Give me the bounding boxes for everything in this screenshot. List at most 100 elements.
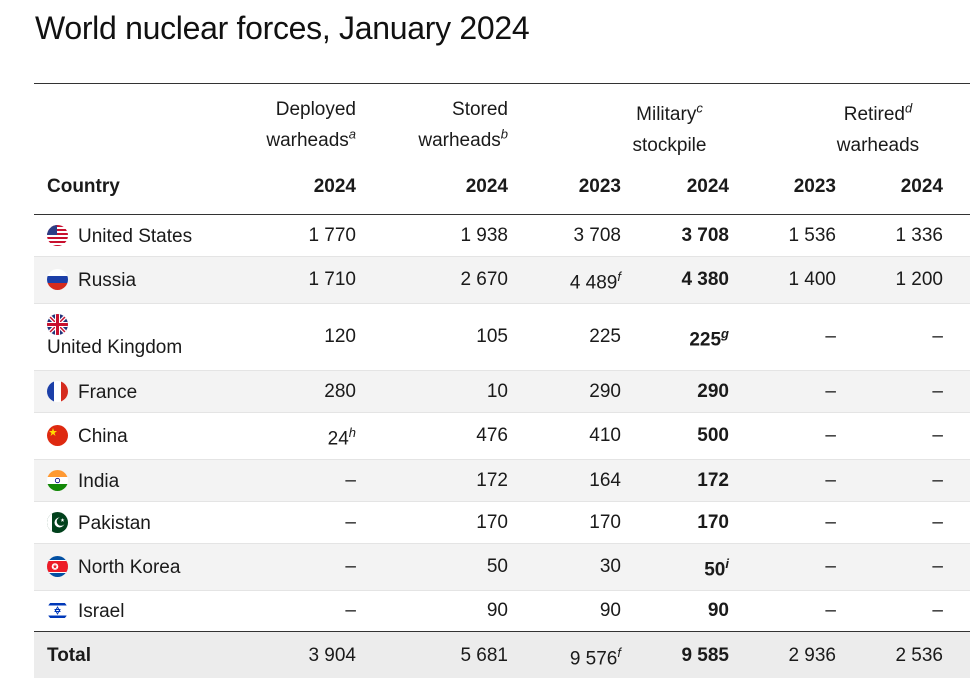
country-name: France xyxy=(78,382,138,403)
military-2023-cell: 3 708 xyxy=(573,225,621,246)
retired-header: Retiredd warheads xyxy=(818,99,938,161)
total-military-2023-value: 9 576 xyxy=(569,648,618,670)
year-military-2023: 2023 xyxy=(578,176,621,197)
military-2024-value: 50 xyxy=(704,559,726,581)
country-name: United Kingdom xyxy=(47,337,183,358)
year-retired-2024: 2024 xyxy=(900,176,943,197)
table-row: Israel – 90 90 90 – – xyxy=(34,591,970,631)
table-row: Pakistan – 170 170 170 – – xyxy=(34,502,970,544)
note-g: g xyxy=(721,326,729,341)
retired-2024-cell: – xyxy=(932,512,943,533)
retired-2023-cell: – xyxy=(825,326,836,347)
deployed-cell: – xyxy=(345,512,356,533)
military-2024-cell: 500 xyxy=(697,425,729,446)
total-military-2023-cell: 9 576f xyxy=(570,645,621,670)
deployed-cell: 24h xyxy=(328,425,356,450)
military-2023-cell: 170 xyxy=(589,512,621,533)
country-name: Israel xyxy=(78,601,125,622)
stored-cell: 90 xyxy=(486,600,508,621)
military-2023-cell: 225 xyxy=(589,326,621,347)
retired-2023-cell: 1 400 xyxy=(788,269,836,290)
retired-2023-cell: 1 536 xyxy=(788,225,836,246)
total-deployed-cell: 3 904 xyxy=(308,645,356,666)
military-2024-cell: 50i xyxy=(704,556,729,581)
deployed-note-a: a xyxy=(348,126,356,142)
total-retired-2023-cell: 2 936 xyxy=(788,645,836,666)
table-row: France 280 10 290 290 – – xyxy=(34,371,970,413)
military-2024-cell: 3 708 xyxy=(681,225,729,246)
total-stored-cell: 5 681 xyxy=(460,645,508,666)
military-2023-cell: 90 xyxy=(599,600,621,621)
retired-2023-cell: – xyxy=(825,381,836,402)
military-note-c: c xyxy=(696,100,703,116)
russia-flag-icon xyxy=(47,269,68,290)
military-header: Militaryc stockpile xyxy=(612,99,727,161)
retired-2024-cell: – xyxy=(932,326,943,347)
military-2023-cell: 410 xyxy=(589,425,621,446)
note-f: f xyxy=(617,269,621,284)
deployed-value: 24 xyxy=(327,428,349,450)
retired-header-line1-wrap: Retiredd xyxy=(818,99,938,130)
country-name: Russia xyxy=(78,270,137,291)
military-2024-cell: 172 xyxy=(697,470,729,491)
retired-2024-cell: – xyxy=(932,381,943,402)
deployed-header-line1: Deployed xyxy=(275,99,356,120)
total-divider xyxy=(34,631,970,632)
military-2023-cell: 4 489f xyxy=(570,269,621,294)
deployed-cell: – xyxy=(345,556,356,577)
year-deployed-2024: 2024 xyxy=(313,176,356,197)
deployed-cell: – xyxy=(345,470,356,491)
stored-cell: 105 xyxy=(476,326,508,347)
military-header-line1-wrap: Militaryc xyxy=(612,99,727,130)
country-header: Country xyxy=(47,176,120,197)
total-military-2024-cell: 9 585 xyxy=(681,645,729,666)
header-divider xyxy=(34,214,970,215)
military-2024-cell: 4 380 xyxy=(681,269,729,290)
top-divider xyxy=(34,83,970,84)
note-f: f xyxy=(617,645,621,660)
table-row: China 24h 476 410 500 – – xyxy=(34,413,970,460)
country-name: United States xyxy=(78,226,193,247)
stored-header-line2: warheads xyxy=(418,130,501,151)
military-2024-cell: 225g xyxy=(689,326,729,351)
country-name: China xyxy=(78,426,128,447)
page-title: World nuclear forces, January 2024 xyxy=(35,10,530,46)
stored-cell: 2 670 xyxy=(460,269,508,290)
deployed-cell: 1 770 xyxy=(308,225,356,246)
china-flag-icon xyxy=(47,425,68,446)
year-retired-2023: 2023 xyxy=(793,176,836,197)
retired-2024-cell: – xyxy=(932,600,943,621)
retired-header-line2: warheads xyxy=(836,135,920,156)
total-row: Total 3 904 5 681 9 576f 9 585 2 936 2 5… xyxy=(34,632,970,678)
table-row: Russia 1 710 2 670 4 489f 4 380 1 400 1 … xyxy=(34,257,970,304)
military-2024-value: 225 xyxy=(689,329,722,351)
country-name: India xyxy=(78,471,120,492)
deployed-header-line2-wrap: warheadsa xyxy=(266,125,356,156)
military-2023-value: 4 489 xyxy=(569,272,618,294)
total-retired-2024-cell: 2 536 xyxy=(895,645,943,666)
deployed-cell: 120 xyxy=(324,326,356,347)
deployed-cell: – xyxy=(345,600,356,621)
retired-header-line1: Retired xyxy=(843,104,905,125)
stored-cell: 10 xyxy=(486,381,508,402)
stored-cell: 476 xyxy=(476,425,508,446)
deployed-cell: 280 xyxy=(324,381,356,402)
retired-2024-cell: – xyxy=(932,470,943,491)
retired-2024-cell: 1 200 xyxy=(895,269,943,290)
india-flag-icon xyxy=(47,470,68,491)
military-2024-cell: 290 xyxy=(697,381,729,402)
stored-header: Stored warheadsb xyxy=(418,94,508,156)
military-2024-cell: 170 xyxy=(697,512,729,533)
uk-flag-icon xyxy=(47,314,68,335)
deployed-cell: 1 710 xyxy=(308,269,356,290)
military-header-line1: Military xyxy=(636,104,697,125)
retired-2024-cell: – xyxy=(932,425,943,446)
country-name: Pakistan xyxy=(78,513,151,534)
military-header-line2: stockpile xyxy=(632,135,707,156)
retired-2023-cell: – xyxy=(825,512,836,533)
retired-note-d: d xyxy=(905,100,913,116)
retired-2023-cell: – xyxy=(825,470,836,491)
retired-2023-cell: – xyxy=(825,556,836,577)
military-2023-cell: 290 xyxy=(589,381,621,402)
us-flag-icon xyxy=(47,225,68,246)
